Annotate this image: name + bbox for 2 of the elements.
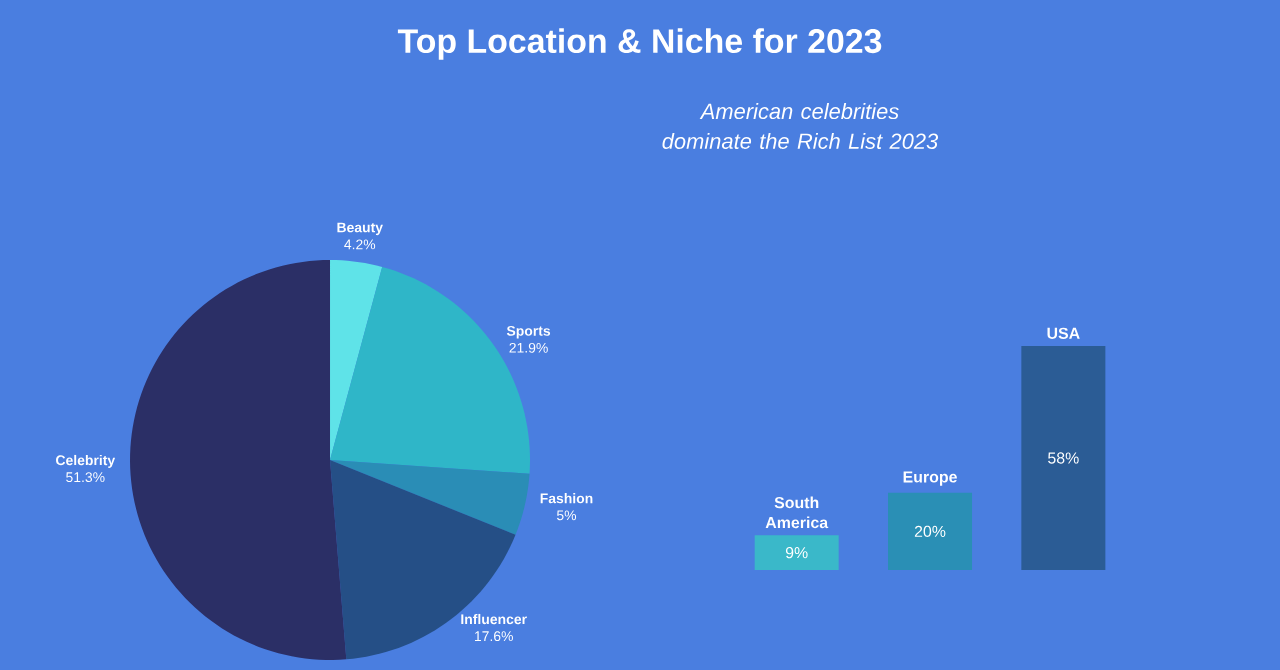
chart-title: American celebrities dominate the Rich List 2023 [662, 103, 939, 149]
chart-title: Top Location & Niche for 2023 [397, 28, 882, 60]
